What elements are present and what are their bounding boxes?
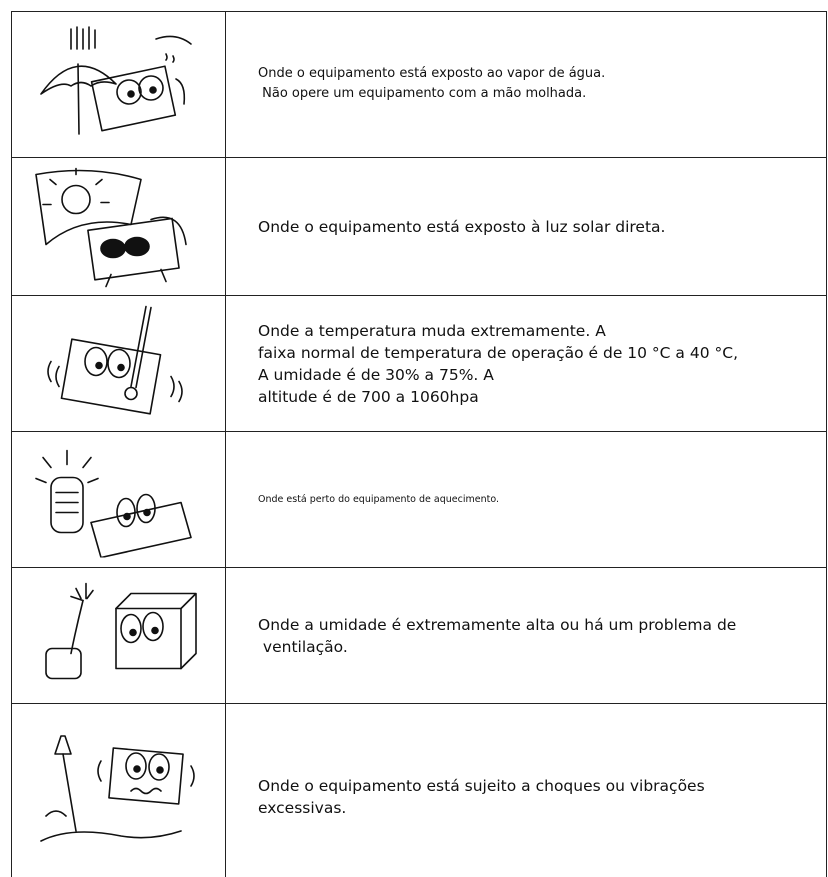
cartoon-heater: [35, 449, 192, 557]
cartoon-sun: [35, 167, 187, 287]
row-text: Onde a temperatura muda extremamente. A f…: [258, 320, 817, 408]
table-row: Onde o equipamento está exposto ao vapor…: [11, 11, 827, 158]
row-text: Onde o equipamento está exposto ao vapor…: [258, 64, 817, 104]
text-line: Onde o equipamento está exposto ao vapor…: [258, 66, 606, 81]
text-line: Onde está perto do equipamento de aqueci…: [258, 493, 500, 505]
text-line: Onde o equipamento está exposto à luz so…: [258, 217, 666, 236]
text-line: excessivas.: [258, 799, 347, 817]
cartoon-humidity: [45, 582, 197, 679]
text-line: Onde a temperatura muda extremamente. A: [258, 321, 606, 340]
row-text: Onde a umidade é extremamente alta ou há…: [258, 614, 817, 658]
image-cell: [11, 158, 226, 295]
image-cell: [11, 11, 226, 157]
cartoon-water: [40, 26, 192, 135]
table-row: Onde o equipamento está exposto à luz so…: [11, 158, 827, 296]
text-line: Onde o equipamento está sujeito a choque…: [258, 777, 705, 795]
cartoon-vibration: [40, 734, 195, 842]
row-text: Onde está perto do equipamento de aqueci…: [258, 493, 817, 507]
image-cell: [11, 704, 226, 877]
table-row: Onde o equipamento está sujeito a choque…: [11, 704, 827, 877]
text-line: A umidade é de 30% a 75%. A: [258, 365, 494, 384]
row-text: Onde o equipamento está exposto à luz so…: [258, 216, 817, 238]
image-cell: [11, 432, 226, 567]
text-line: Onde a umidade é extremamente alta ou há…: [258, 615, 737, 634]
table-row: Onde a temperatura muda extremamente. A f…: [11, 296, 827, 432]
text-line: altitude é de 700 a 1060hpa: [258, 387, 479, 406]
text-line: ventilação.: [258, 637, 348, 656]
text-line: faixa normal de temperatura de operação …: [258, 343, 739, 362]
row-text: Onde o equipamento está sujeito a choque…: [258, 775, 817, 819]
table-row: Onde está perto do equipamento de aqueci…: [11, 432, 827, 568]
table: [11, 11, 827, 877]
table-row: Onde a umidade é extremamente alta ou há…: [11, 568, 827, 704]
text-line: Não opere um equipamento com a mão molha…: [258, 86, 587, 101]
cartoon-thermometer: [47, 305, 183, 415]
image-cell: [11, 296, 226, 431]
image-cell: [11, 568, 226, 703]
